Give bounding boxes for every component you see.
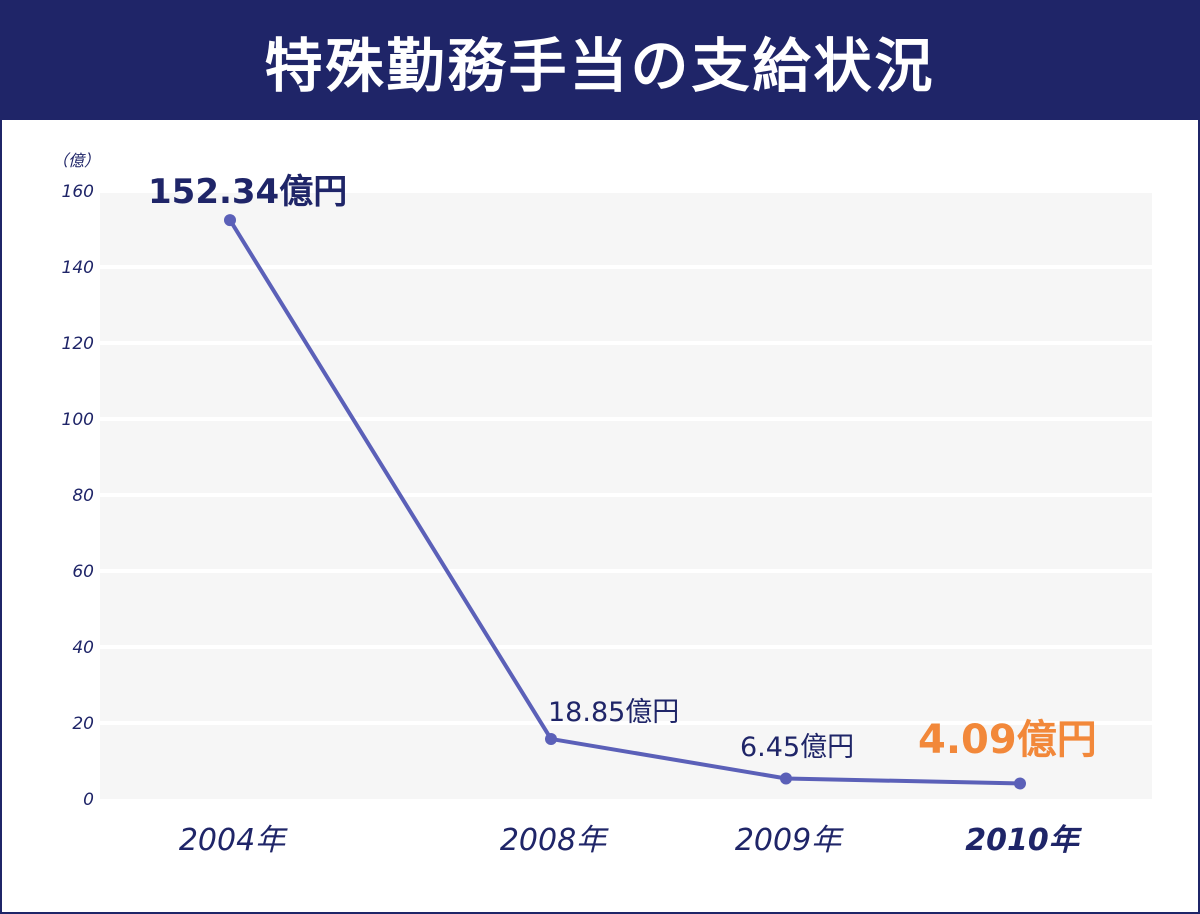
y-axis-unit: （億）: [52, 151, 100, 170]
y-tick-label: 60: [72, 562, 94, 582]
y-tick-label: 40: [72, 638, 94, 658]
y-tick-label: 80: [72, 486, 94, 506]
y-tick-label: 140: [62, 258, 94, 278]
data-label: 152.34億円: [148, 172, 347, 212]
y-tick-label: 0: [83, 790, 94, 810]
x-category-label: 2010年: [965, 823, 1082, 858]
x-category-label: 2009年: [735, 823, 844, 858]
data-label: 4.09億円: [918, 717, 1097, 763]
y-tick-label: 100: [62, 410, 94, 430]
x-category-label: 2008年: [500, 823, 609, 858]
data-point: [780, 772, 792, 785]
data-point: [545, 732, 557, 745]
y-tick-label: 120: [62, 334, 94, 354]
y-tick-label: 160: [62, 182, 94, 202]
series-line: [228, 219, 1021, 786]
x-category-label: 2004年: [179, 823, 288, 858]
y-tick-label: 20: [72, 714, 94, 734]
chart-title: 特殊勤務手当の支給状況: [264, 32, 936, 100]
data-point: [1014, 777, 1026, 790]
data-label: 6.45億円: [740, 732, 854, 763]
title-banner: 特殊勤務手当の支給状況: [2, 2, 1198, 120]
data-label: 18.85億円: [548, 697, 679, 728]
data-point: [224, 214, 236, 227]
